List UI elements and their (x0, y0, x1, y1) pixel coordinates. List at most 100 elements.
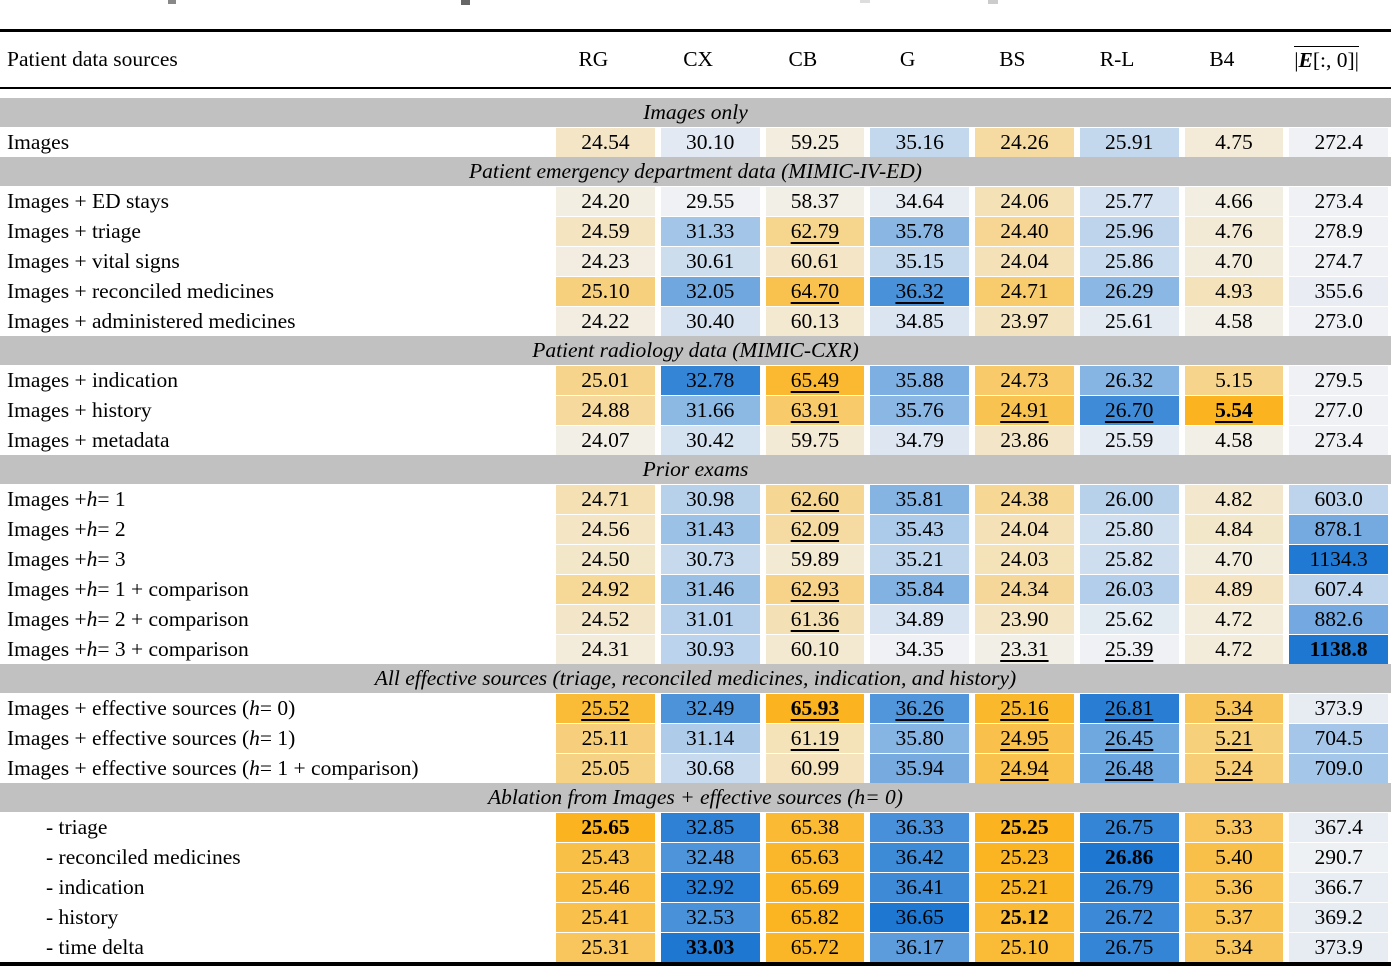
value-text: 35.81 (895, 487, 944, 511)
value-cell: 25.77 (1076, 186, 1182, 216)
value-cell: 24.40 (972, 216, 1077, 246)
value-cell: 607.4 (1286, 574, 1391, 604)
value-cell: 25.46 (553, 872, 658, 902)
value-cell: 273.4 (1286, 425, 1391, 455)
value-text: 36.17 (895, 935, 944, 959)
caption-fragment (988, 0, 998, 4)
value-text: 23.31 (1000, 637, 1049, 661)
row-label: Images + indication (7, 367, 178, 392)
value-cell: 24.04 (972, 514, 1077, 544)
value-cell: 4.84 (1181, 514, 1287, 544)
value-cell: 35.81 (867, 484, 972, 514)
value-cell: 60.61 (762, 246, 868, 276)
value-text: 25.16 (1000, 696, 1049, 720)
value-cell: 62.09 (762, 514, 868, 544)
value-text: 24.52 (581, 607, 630, 631)
value-text: 24.94 (1000, 756, 1049, 780)
value-cell: 24.92 (553, 574, 658, 604)
value-cell: 26.75 (1076, 932, 1182, 962)
value-text: 30.42 (685, 428, 735, 452)
value-text: 25.80 (1104, 517, 1154, 541)
table-row: Images + history 24.88 31.66 63.91 35.76 24.9… (0, 395, 1391, 425)
row-label: Images + vital signs (7, 248, 180, 273)
value-text: 24.34 (1000, 577, 1049, 601)
value-cell: 24.22 (553, 306, 658, 336)
value-cell: 30.42 (657, 425, 763, 455)
value-text: 24.50 (581, 547, 630, 571)
section-header: Prior exams (0, 455, 1391, 484)
value-cell: 36.41 (867, 872, 972, 902)
value-cell: 60.10 (762, 634, 868, 664)
value-text: 4.72 (1215, 607, 1253, 631)
value-text: 4.58 (1215, 309, 1253, 333)
energy-overline-expression: |E[:, 0]| (1294, 46, 1359, 72)
value-cell: 35.78 (867, 216, 972, 246)
value-text: 23.90 (1000, 607, 1049, 631)
value-cell: 5.33 (1181, 812, 1287, 842)
value-cell: 882.6 (1286, 604, 1391, 634)
value-text: 272.4 (1314, 130, 1363, 154)
value-cell: 24.71 (972, 276, 1077, 306)
header-col-cx: CX (683, 47, 714, 71)
row-label: Images + h = 1 + comparison (7, 576, 249, 601)
value-cell: 24.71 (553, 484, 658, 514)
value-text: 26.81 (1104, 696, 1154, 720)
value-text: 24.91 (1000, 398, 1049, 422)
value-text: 31.43 (685, 517, 735, 541)
value-cell: 65.38 (762, 812, 868, 842)
value-text: 24.06 (1000, 189, 1049, 213)
value-cell: 5.37 (1181, 902, 1287, 932)
header-col-cb: CB (788, 47, 818, 71)
table-row: Images + h = 2 + comparison 24.52 31.01 61.… (0, 604, 1391, 634)
value-text: 24.38 (1000, 487, 1049, 511)
value-cell: 25.52 (553, 693, 658, 723)
value-cell: 25.65 (553, 812, 658, 842)
row-label: Images + h = 2 (7, 516, 126, 541)
table-top-rule (0, 29, 1391, 32)
value-text: 23.86 (1000, 428, 1049, 452)
value-cell: 32.53 (657, 902, 763, 932)
value-text: 4.76 (1215, 219, 1253, 243)
value-text: 36.42 (895, 845, 944, 869)
row-label: - indication (46, 874, 145, 899)
value-cell: 274.7 (1286, 246, 1391, 276)
value-text: 603.0 (1314, 487, 1363, 511)
row-label: Images + administered medicines (7, 308, 296, 333)
value-text: 26.75 (1104, 935, 1154, 959)
value-text: 33.03 (685, 935, 735, 959)
value-text: 5.34 (1215, 696, 1253, 720)
value-cell: 4.89 (1181, 574, 1287, 604)
value-text: 26.72 (1104, 905, 1154, 929)
value-cell: 24.06 (972, 186, 1077, 216)
value-cell: 32.05 (657, 276, 763, 306)
table-row: Images + effective sources (h = 1) 25.11 3… (0, 723, 1391, 753)
table-body: Images only Images 24.54 30.10 59.25 35.16 24.… (0, 98, 1391, 962)
value-text: 24.03 (1000, 547, 1049, 571)
caption-fragment (461, 0, 470, 5)
value-text: 273.4 (1314, 428, 1363, 452)
row-label: Images + ED stays (7, 188, 169, 213)
value-text: 60.61 (790, 249, 840, 273)
section-header: Images only (0, 98, 1391, 127)
value-cell: 35.94 (867, 753, 972, 783)
value-text: 878.1 (1314, 517, 1363, 541)
header-col-energy: |E[:, 0]| (1286, 46, 1391, 73)
table-row: Images + metadata 24.07 30.42 59.75 34.79 23.… (0, 425, 1391, 455)
header-col-rl: R-L (1099, 47, 1135, 71)
value-text: 24.22 (581, 309, 630, 333)
row-label: Images + effective sources (h = 1) (7, 725, 296, 750)
value-text: 65.72 (790, 935, 840, 959)
section-header: Ablation from Images + effective sources… (0, 783, 1391, 812)
value-cell: 369.2 (1286, 902, 1391, 932)
row-label: Images + metadata (7, 427, 170, 452)
value-cell: 1134.3 (1286, 544, 1391, 574)
row-label: - triage (46, 814, 108, 839)
value-cell: 26.72 (1076, 902, 1182, 932)
value-cell: 59.89 (762, 544, 868, 574)
value-cell: 30.10 (657, 127, 763, 157)
table-row: Images + h = 3 24.50 30.73 59.89 35.21 24.03 2… (0, 544, 1391, 574)
value-cell: 33.03 (657, 932, 763, 962)
value-cell: 34.89 (867, 604, 972, 634)
value-cell: 373.9 (1286, 693, 1391, 723)
value-cell: 279.5 (1286, 365, 1391, 395)
